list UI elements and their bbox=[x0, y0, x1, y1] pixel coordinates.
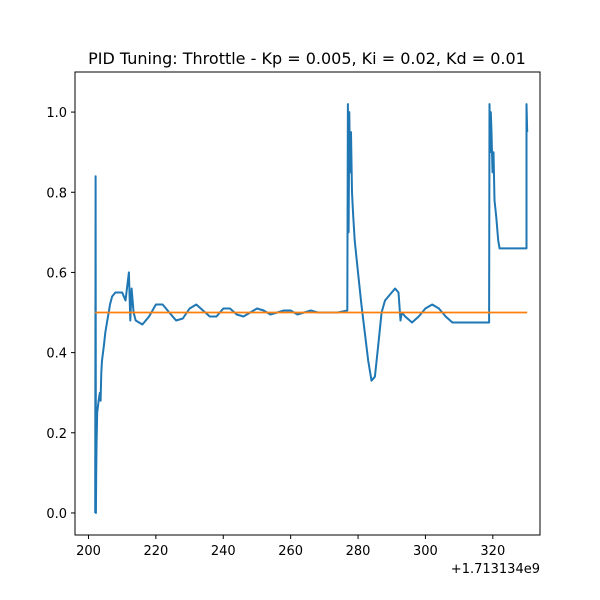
chart-title: PID Tuning: Throttle - Kp = 0.005, Ki = … bbox=[88, 49, 526, 68]
y-tick-label: 1.0 bbox=[46, 106, 67, 121]
x-tick-label: 280 bbox=[346, 544, 371, 559]
x-axis: 200 220 240 260 280 300 320 bbox=[76, 535, 505, 559]
x-tick-label: 260 bbox=[278, 544, 303, 559]
y-tick-label: 0.6 bbox=[46, 266, 67, 281]
y-tick-label: 0.0 bbox=[46, 507, 67, 522]
x-tick-label: 220 bbox=[143, 544, 168, 559]
y-tick-label: 0.2 bbox=[46, 427, 67, 442]
x-offset-label: +1.713134e9 bbox=[451, 562, 540, 577]
x-tick-label: 200 bbox=[76, 544, 101, 559]
series-line-1 bbox=[94, 103, 529, 514]
plot-frame bbox=[74, 71, 541, 536]
plot-layer bbox=[94, 103, 529, 514]
x-tick-label: 300 bbox=[413, 544, 438, 559]
x-tick-label: 240 bbox=[211, 544, 236, 559]
y-tick-label: 0.8 bbox=[46, 186, 67, 201]
y-axis: 0.0 0.2 0.4 0.6 0.8 1.0 bbox=[46, 106, 75, 522]
y-tick-label: 0.4 bbox=[46, 347, 67, 362]
x-tick-label: 320 bbox=[480, 544, 505, 559]
